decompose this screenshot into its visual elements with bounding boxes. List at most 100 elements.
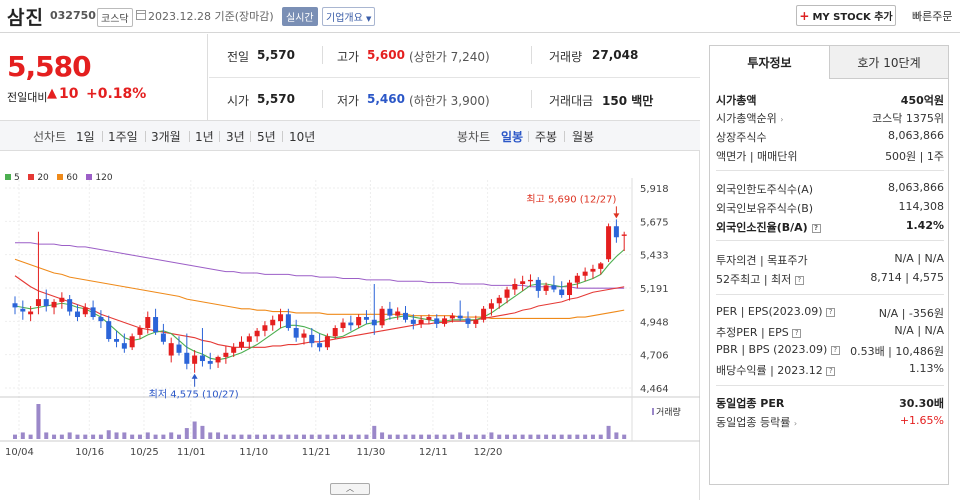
candle-body (51, 301, 57, 308)
period-1d[interactable]: 1일 (76, 130, 95, 144)
volume-bar (364, 434, 369, 439)
candle-body (363, 317, 369, 320)
market-badge: 코스닥 (97, 8, 133, 27)
company-info-dropdown[interactable]: 기업개요 ▼ (322, 7, 376, 26)
legend-swatch (57, 174, 64, 180)
volume-bar (83, 434, 88, 439)
realtime-button[interactable]: 실시간 (282, 7, 318, 26)
row-industry-per: 동일업종 PER 30.30배 (716, 393, 944, 411)
chevron-down-icon: ▼ (366, 15, 372, 23)
row-shares: 상장주식수 8,063,866 (716, 127, 944, 145)
candle-body (43, 299, 49, 307)
divider (716, 294, 944, 295)
tab-invest-info[interactable]: 투자정보 (710, 46, 830, 79)
foreign-rate-text: 외국인소진율(B/A) (716, 221, 808, 234)
calendar-icon (136, 10, 146, 20)
candle-body (567, 282, 573, 296)
divider (716, 170, 944, 171)
volume-bar (184, 428, 189, 439)
volume-bar (387, 434, 392, 439)
pbr-label: PBR | BPS (2023.09) ? (716, 343, 840, 356)
x-tick-label: 10/25 (130, 447, 159, 458)
divider (102, 131, 103, 142)
period-3y[interactable]: 3년 (226, 130, 245, 144)
pbr-text: PBR | BPS (2023.09) (716, 343, 828, 356)
quick-order-link[interactable]: 빠른주문 (912, 10, 953, 23)
candle-body (59, 297, 65, 302)
row-pbr: PBR | BPS (2023.09) ? 0.53배 | 10,486원 (716, 341, 944, 359)
volume-label: 거래량 (656, 406, 681, 418)
volume-bar (551, 434, 556, 439)
row-par: 액면가 | 매매단위 500원 | 1주 (716, 146, 944, 164)
volume-bar (13, 434, 17, 439)
help-icon[interactable]: ? (830, 345, 840, 355)
candle-weekly-tab[interactable]: 주봉 (535, 130, 558, 144)
help-icon[interactable]: ? (792, 328, 802, 338)
volume-bar (52, 434, 57, 439)
volume-bar (177, 434, 182, 439)
add-mystock-button[interactable]: + MY STOCK 추가 (796, 5, 896, 26)
amount-value: 150 백만 (602, 94, 654, 108)
help-icon[interactable]: ? (826, 307, 836, 317)
candle-body (457, 315, 463, 319)
divider (531, 46, 532, 64)
candle-body (231, 347, 237, 353)
chart-collapse-button[interactable]: ︿ (330, 483, 370, 495)
legend-ma20-label: 20 (37, 173, 49, 183)
x-tick-label: 11/10 (239, 447, 268, 458)
volume-bar (36, 404, 41, 439)
candle-body (449, 315, 455, 319)
upper-limit: (상한가 7,240) (409, 50, 490, 64)
tab-hoga-10[interactable]: 호가 10단계 (830, 46, 948, 79)
volume-bar (567, 434, 572, 439)
volume-bar (434, 434, 439, 439)
x-tick-label: 11/01 (177, 447, 206, 458)
period-1w[interactable]: 1주일 (108, 130, 138, 144)
volume-bar (614, 432, 619, 439)
help-icon[interactable]: ? (811, 223, 821, 233)
foreign-hold-value: 114,308 (898, 200, 945, 213)
volume-bar (419, 434, 424, 439)
industry-per-label: 동일업종 PER (716, 397, 785, 410)
divider (322, 46, 323, 64)
volume-bar (67, 432, 72, 439)
volume-bar (411, 434, 416, 439)
period-1y[interactable]: 1년 (195, 130, 214, 144)
shares-label: 상장주식수 (716, 131, 767, 144)
volume-label: 거래량 (549, 50, 583, 64)
candle-body (168, 343, 174, 356)
chart-canvas[interactable]: 5,918 5,675 5,433 5,191 4,948 4,706 4,464 10/04… (0, 151, 700, 481)
candle-body (238, 341, 244, 348)
volume-bar (622, 434, 627, 439)
candle-body (340, 322, 346, 329)
volume-bar (114, 432, 119, 439)
candle-body (551, 285, 557, 290)
ma120-line (15, 242, 625, 289)
dividend-text: 배당수익률 | 2023.12 (716, 364, 823, 377)
candle-body (434, 318, 440, 324)
help-icon[interactable]: ? (794, 275, 804, 285)
period-3m[interactable]: 3개월 (151, 130, 181, 144)
candle-monthly-tab[interactable]: 월봉 (572, 130, 595, 144)
legend-ma20: 20 (28, 173, 49, 183)
candle-body (184, 352, 190, 364)
period-5y[interactable]: 5년 (257, 130, 276, 144)
candle-body (481, 308, 487, 320)
help-icon[interactable]: ? (826, 366, 836, 376)
candle-daily-tab[interactable]: 일봉 (501, 130, 524, 144)
volume-bar (395, 434, 400, 439)
candle-body (379, 308, 385, 326)
volume-bar (278, 434, 283, 439)
volume-bar (598, 434, 603, 439)
dividend-value: 1.13% (909, 362, 944, 375)
period-10y[interactable]: 10년 (289, 130, 316, 144)
x-tick-label: 12/11 (419, 447, 448, 458)
volume-bar (583, 434, 588, 439)
candle-body (512, 284, 518, 290)
volume-bar (301, 434, 306, 439)
change-label: 전일대비 (7, 91, 48, 104)
volume-bar (520, 434, 525, 439)
candle-body (543, 285, 549, 291)
y-tick-label: 4,464 (640, 384, 669, 395)
divider (564, 131, 565, 142)
